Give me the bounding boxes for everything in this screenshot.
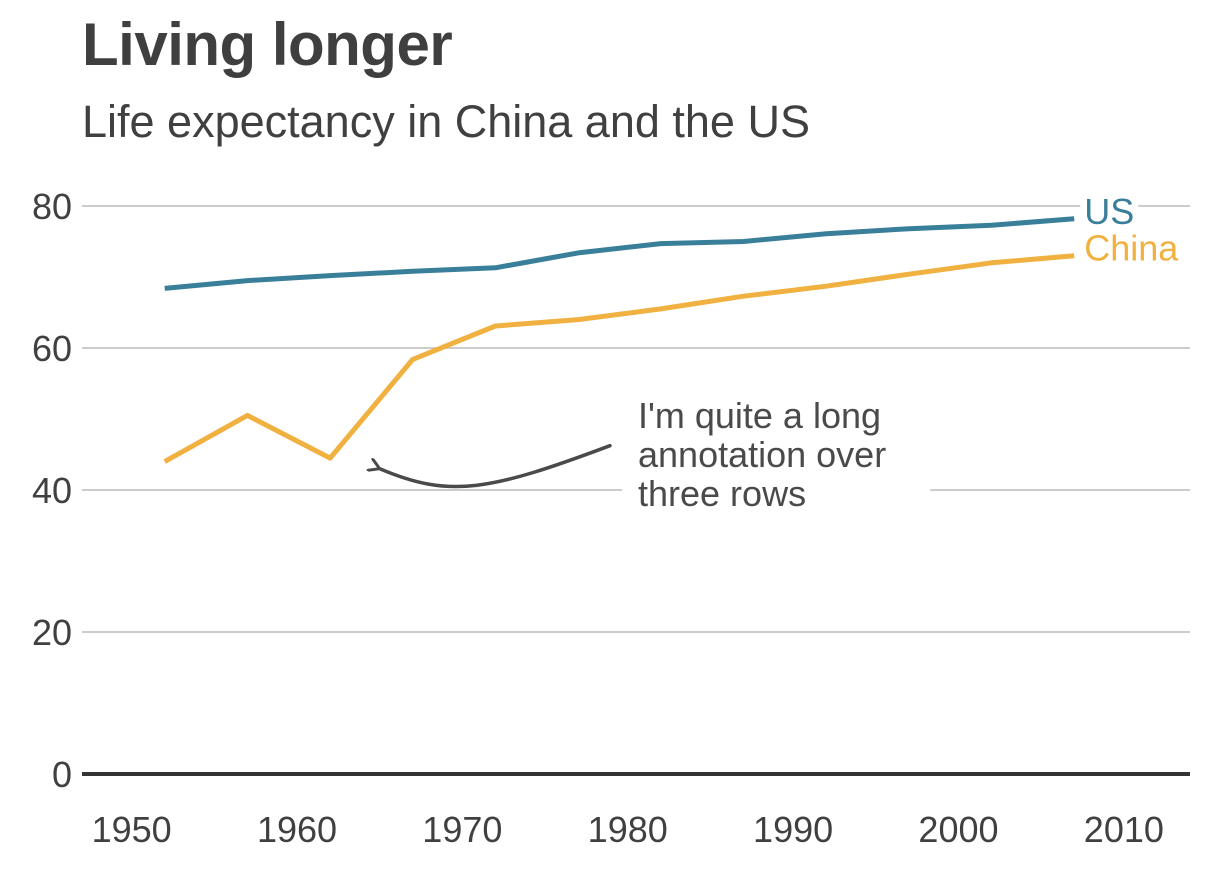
y-tick-label: 40 [32, 470, 72, 511]
series-label-us: US [1084, 191, 1134, 232]
annotation-line: three rows [638, 473, 806, 514]
x-tick-label: 1960 [257, 809, 337, 850]
annotation-line: I'm quite a long [638, 395, 881, 436]
x-tick-label: 1990 [753, 809, 833, 850]
chart-subtitle: Life expectancy in China and the US [82, 96, 810, 147]
x-tick-label: 2010 [1084, 809, 1164, 850]
chart-title: Living longer [82, 11, 453, 78]
y-tick-label: 80 [32, 186, 72, 227]
series-line-us [164, 216, 1075, 291]
annotation: I'm quite a long annotation over three row… [380, 391, 931, 520]
series-label-china: China [1084, 228, 1179, 269]
y-tick-label: 20 [32, 612, 72, 653]
x-tick-label: 2000 [918, 809, 998, 850]
y-axis: 0 20 40 60 80 [32, 186, 72, 795]
series-label-halo [1080, 190, 1139, 232]
annotation-line: annotation over [638, 434, 886, 475]
annotation-arrow [380, 443, 612, 489]
annotation-background [622, 391, 931, 520]
x-tick-label: 1970 [422, 809, 502, 850]
series-line-china [163, 253, 1075, 464]
y-tick-label: 0 [52, 754, 72, 795]
x-axis: 1950 1960 1970 1980 1990 2000 2010 [92, 809, 1164, 850]
x-tick-label: 1980 [588, 809, 668, 850]
y-tick-label: 60 [32, 328, 72, 369]
annotation-text: I'm quite a long annotation over three row… [638, 395, 886, 514]
series-label-halo [1080, 227, 1184, 269]
x-tick-label: 1950 [92, 809, 172, 850]
